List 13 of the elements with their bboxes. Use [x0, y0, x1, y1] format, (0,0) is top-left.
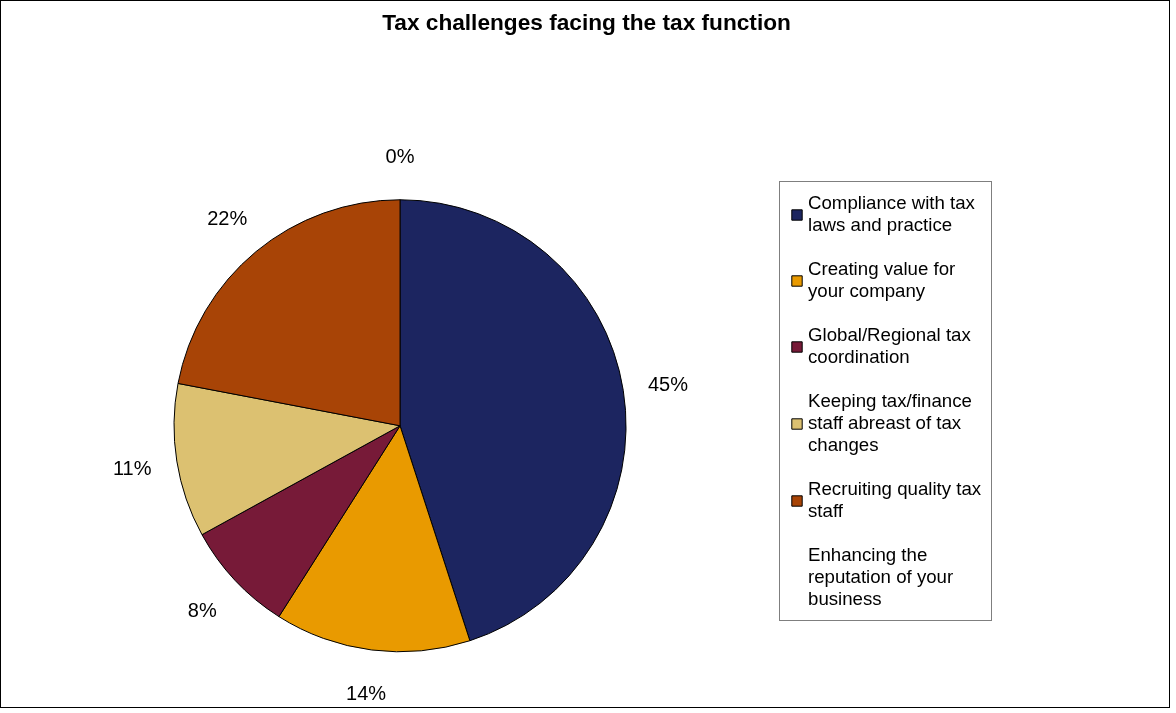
data-label: 22%	[207, 207, 248, 230]
data-label: 14%	[346, 682, 387, 705]
category-label: Enhancing the reputation of your business	[808, 544, 954, 609]
legend-label: Keeping tax/finance staff abreast of tax changes	[808, 390, 972, 456]
legend-label: Creating value for your company	[808, 258, 956, 302]
legend-label: Recruiting quality tax staff	[808, 478, 982, 522]
data-label: 8%	[187, 599, 217, 622]
chart-title: Tax challenges facing the tax function	[382, 8, 791, 35]
legend-label: Global/Regional tax coordination	[808, 324, 971, 368]
text: 0%	[385, 145, 415, 168]
legend-label: Compliance with tax laws and practice	[808, 192, 975, 236]
data-label: 11%	[112, 456, 152, 479]
data-label: 45%	[647, 372, 689, 395]
